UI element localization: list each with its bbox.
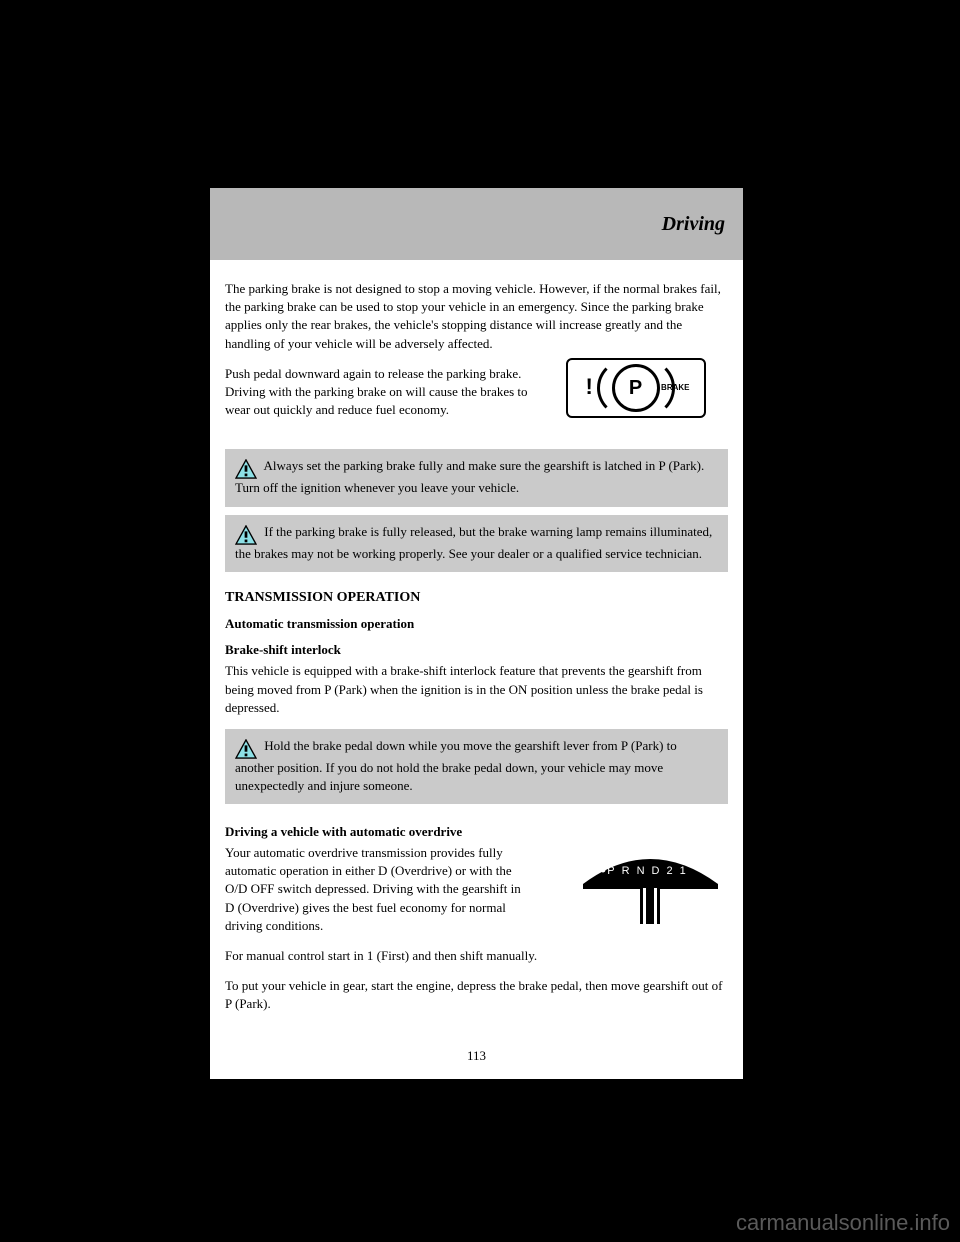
brake-circle-icon: P [612, 364, 660, 412]
warning-box-2: If the parking brake is fully released, … [225, 515, 728, 573]
gear-letters-display: PRND21 [607, 865, 692, 877]
warning-text-1: Always set the parking brake fully and m… [235, 458, 704, 495]
brake-shift-text: This vehicle is equipped with a brake-sh… [210, 662, 743, 721]
brake-label: BRAKE [661, 384, 689, 391]
watermark: carmanualsonline.info [736, 1210, 950, 1236]
driving-overdrive-title: Driving a vehicle with automatic overdri… [210, 812, 743, 844]
warning-box-1: Always set the parking brake fully and m… [225, 449, 728, 507]
auto-transmission-title: Automatic transmission operation [210, 610, 743, 636]
warning-icon [235, 525, 257, 545]
header-bar: Driving [210, 188, 743, 260]
intro-paragraph-1: The parking brake is not designed to sto… [225, 280, 728, 353]
warning-text-3: Hold the brake pedal down while you move… [235, 738, 677, 793]
warning-icon [235, 739, 257, 759]
warning-icon [235, 459, 257, 479]
page-number: 113 [210, 1018, 743, 1079]
warning-box-3: Hold the brake pedal down while you move… [225, 729, 728, 804]
warning-text-2: If the parking brake is fully released, … [235, 524, 712, 561]
intro-section: The parking brake is not designed to sto… [210, 260, 743, 441]
brake-shift-title: Brake-shift interlock [210, 636, 743, 662]
transmission-section-title: TRANSMISSION OPERATION [210, 580, 743, 610]
driving-p3: To put your vehicle in gear, start the e… [210, 969, 743, 1017]
driving-p2: For manual control start in 1 (First) an… [210, 939, 743, 969]
page-title: Driving [662, 213, 725, 236]
driving-p1: Your automatic overdrive transmission pr… [210, 844, 540, 939]
gearshift-diagram: PRND21 [573, 844, 728, 929]
brake-indicator-diagram: ! P BRAKE [558, 353, 713, 425]
exclamation-icon: ! [586, 372, 593, 403]
page-container: Driving The parking brake is not designe… [210, 188, 743, 1079]
indicator-panel: ! P BRAKE [566, 358, 706, 418]
intro-paragraph-2: Push pedal downward again to release the… [225, 365, 555, 420]
